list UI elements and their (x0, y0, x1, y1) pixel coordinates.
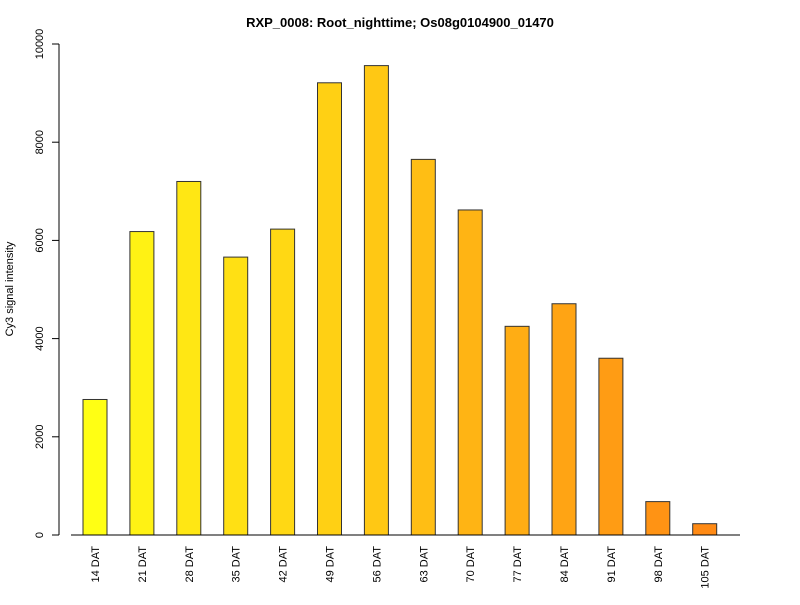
y-axis: 0 2000 4000 6000 8000 10000 (34, 29, 60, 538)
bar-84-dat (551, 303, 577, 536)
x-tick-label: 56 DAT (371, 546, 383, 583)
y-axis-label: Cy3 signal intensity (4, 241, 16, 336)
bar-77-dat (504, 325, 530, 536)
x-tick-label: 70 DAT (465, 546, 477, 583)
y-tick-label: 10000 (34, 29, 46, 60)
x-tick-label: 105 DAT (700, 546, 712, 589)
bar-105-dat (692, 523, 718, 536)
x-tick-label: 84 DAT (559, 546, 571, 583)
bar-35-dat (223, 256, 249, 536)
x-axis: 14 DAT 21 DAT 28 DAT 35 DAT 42 DAT 49 DAT 56 D… (71, 534, 740, 589)
chart-title: RXP_0008: Root_nighttime; Os08g0104900_0… (246, 15, 554, 30)
x-tick-label: 98 DAT (653, 546, 665, 583)
bar-28-dat (176, 180, 202, 536)
y-tick-label: 8000 (34, 130, 46, 154)
x-tick-label: 77 DAT (512, 546, 524, 583)
bars-group (82, 65, 718, 536)
x-tick-label: 21 DAT (137, 546, 149, 583)
y-tick-label: 2000 (34, 425, 46, 449)
bar-98-dat (645, 501, 671, 536)
bar-63-dat (410, 158, 436, 536)
bar-14-dat (82, 398, 108, 536)
bar-42-dat (270, 228, 296, 536)
y-tick-label: 0 (34, 532, 46, 538)
bar-91-dat (598, 357, 624, 536)
x-tick-label: 35 DAT (231, 546, 243, 583)
bar-70-dat (457, 209, 483, 536)
bar-49-dat (317, 82, 342, 536)
x-tick-label: 91 DAT (606, 546, 618, 583)
x-tick-label: 28 DAT (184, 546, 196, 583)
x-tick-label: 49 DAT (325, 546, 337, 583)
x-tick-label: 42 DAT (278, 546, 290, 583)
y-tick-label: 4000 (34, 326, 46, 350)
bar-56-dat (363, 65, 389, 536)
x-tick-label: 14 DAT (90, 546, 102, 583)
y-tick-label: 6000 (34, 228, 46, 252)
bar-21-dat (129, 231, 155, 536)
x-tick-label: 63 DAT (418, 546, 430, 583)
